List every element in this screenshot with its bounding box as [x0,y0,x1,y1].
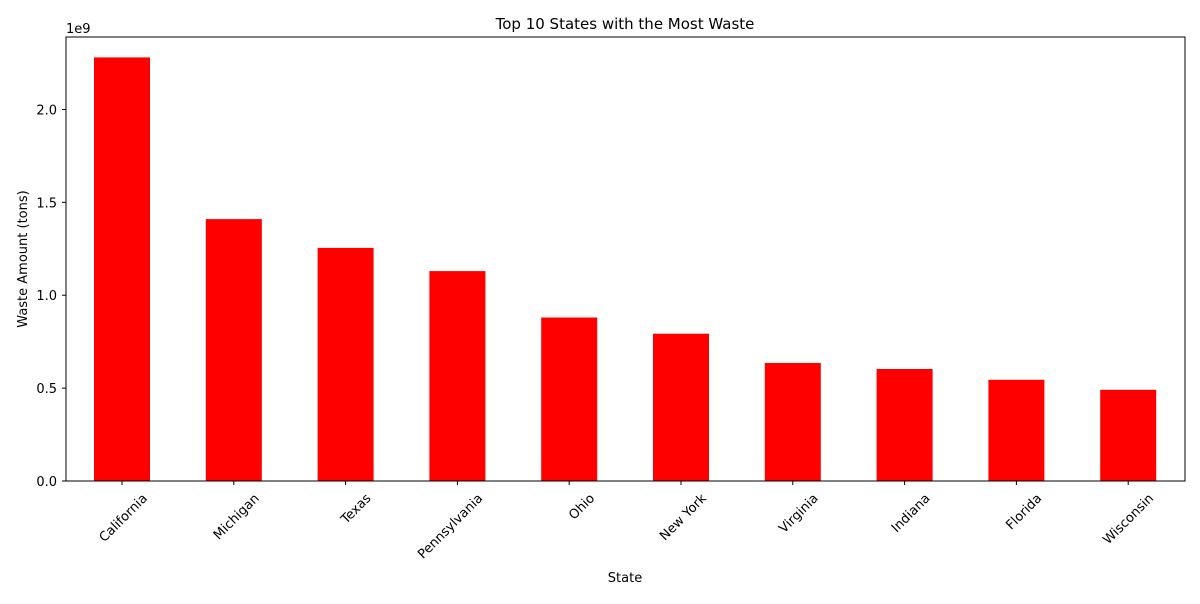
x-tick-label: Wisconsin [1101,491,1158,548]
bar-michigan [205,219,262,481]
y-tick-label: 1.5 [36,196,57,211]
bar-indiana [876,369,933,481]
bar-wisconsin [1100,389,1157,481]
x-tick-label: Virginia [776,491,821,536]
x-tick-label: Florida [1003,491,1045,533]
y-tick-label: 2.0 [36,103,57,118]
bar-virginia [764,363,821,481]
x-tick-label: Michigan [211,491,263,543]
x-tick-label: Texas [338,491,375,528]
bar-ohio [541,317,598,481]
y-ticks-group: 0.0 0.5 1.0 1.5 2.0 [36,103,66,490]
plot-frame [65,36,1186,482]
y-axis-label: Waste Amount (tons) [16,190,31,327]
x-tick-label: California [97,491,151,545]
x-tick-label: Ohio [566,491,598,523]
y-tick-label: 1.0 [36,289,57,304]
y-tick-label: 0.5 [36,382,57,397]
x-axis-label: State [608,571,642,586]
bar-texas [317,247,374,481]
x-tick-label: Pennsylvania [415,491,486,562]
x-tick-label: New York [657,491,710,544]
bar-new-york [653,333,709,481]
y-tick-label: 0.0 [36,475,57,490]
bars-group [94,57,1157,482]
x-ticks-group: California Michigan Texas Pennsylvania Ohio N… [97,481,1157,562]
y-axis-offset-label: 1e9 [66,22,91,37]
bar-florida [988,379,1045,481]
chart-title: Top 10 States with the Most Waste [495,15,755,33]
bar-pennsylvania [429,271,486,481]
x-tick-label: Indiana [889,491,934,536]
bar-california [94,57,150,482]
